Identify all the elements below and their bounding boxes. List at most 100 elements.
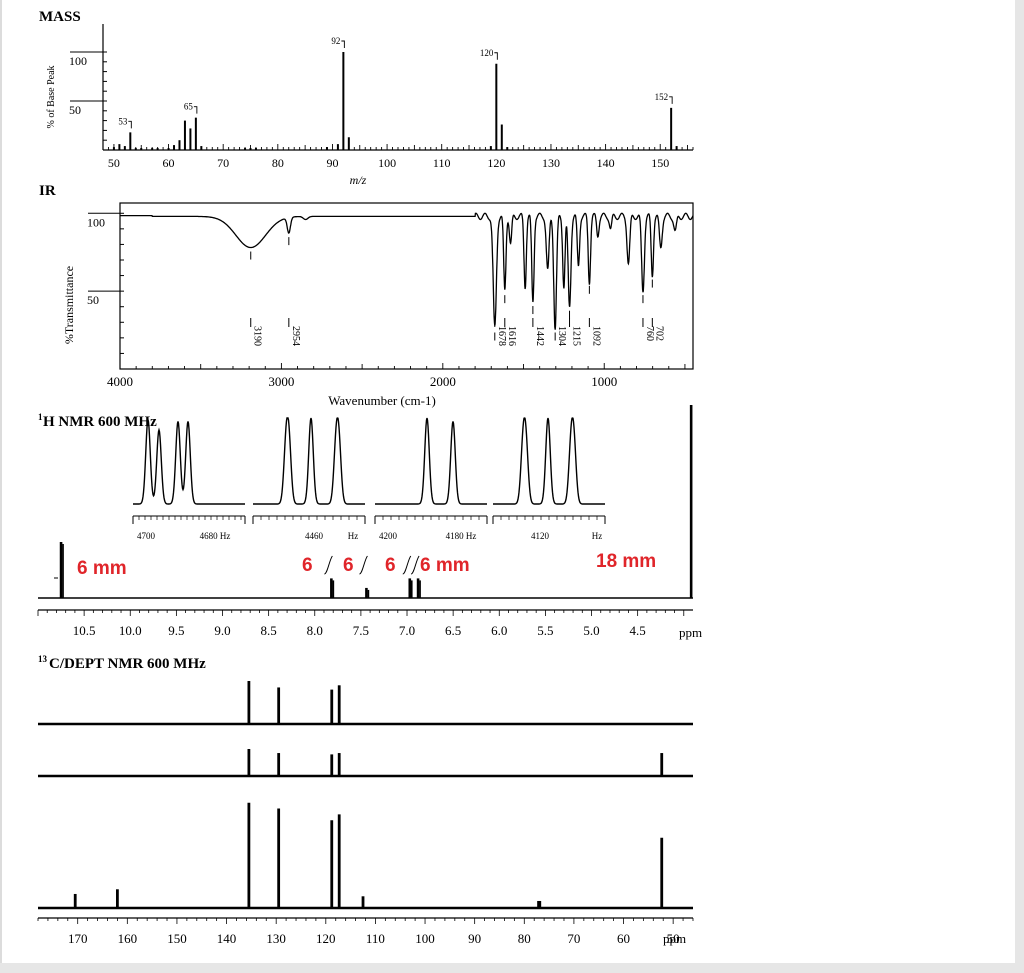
ir-band-label: 1616 <box>506 326 517 346</box>
h-inset-trace <box>133 419 245 505</box>
ir-axes: 100 50 4000 3000 2000 1000 <box>87 202 694 389</box>
h-integral-curve <box>410 555 420 575</box>
c-xtick-label: 130 <box>266 931 286 946</box>
h-xtick-label: 5.0 <box>583 623 599 638</box>
ir-ylabel: %Transmittance <box>62 266 76 344</box>
c-xtick-label: 140 <box>217 931 237 946</box>
c-xtick-label: 90 <box>468 931 481 946</box>
mass-peaks: 53 65 92 120 152 <box>112 36 678 150</box>
mass-peak-label-bracket <box>128 120 132 129</box>
ir-band-label: 702 <box>653 326 664 341</box>
c-nmr-xlabel: ppm <box>663 931 686 946</box>
c-nmr-title-sup: 13 <box>38 654 48 664</box>
ir-band-label: 1092 <box>590 326 601 346</box>
mass-ytick-label: 100 <box>69 54 87 68</box>
h-inset-tick-label: 4700 <box>137 531 156 541</box>
mass-xtick-label: 110 <box>433 156 451 170</box>
page-border-right <box>1015 0 1024 973</box>
h-integral-curve <box>402 555 412 575</box>
ir-title: IR <box>39 183 56 199</box>
h-xtick-label: 5.5 <box>537 623 553 638</box>
h-xtick-label: 7.5 <box>353 623 369 638</box>
h-xtick-label: 6.0 <box>491 623 507 638</box>
ir-band-label: 1215 <box>571 326 582 346</box>
h-xtick-label: 7.0 <box>399 623 415 638</box>
h-integral-curve <box>324 555 333 575</box>
c-nmr-dept135-trace <box>38 749 693 778</box>
mass-peak-label-bracket <box>193 106 198 114</box>
ir-frame <box>119 202 694 370</box>
c-nmr-title: C/DEPT NMR 600 MHz <box>49 656 206 672</box>
mass-xtick-label: 60 <box>163 156 175 170</box>
mass-xtick-label: 80 <box>272 156 284 170</box>
mass-xtick-label: 130 <box>542 156 560 170</box>
ir-band-label: 1442 <box>534 326 545 346</box>
h-inset-tick-label: 4200 <box>379 531 398 541</box>
h-inset-trace <box>253 417 365 505</box>
h-inset-tick-label: Hz <box>348 531 359 541</box>
integral-label-3-92: 18 mm <box>596 551 656 572</box>
ir-xtick-label: 3000 <box>268 374 294 389</box>
h-xtick-label: 8.0 <box>307 623 323 638</box>
ir-xlabel: Wavenumber (cm-1) <box>328 393 436 408</box>
ir-ytick-label: 50 <box>87 293 99 307</box>
h-xtick-label: 9.5 <box>168 623 184 638</box>
h-nmr-spectrum: 1 H NMR 600 MHz 4700 4680 Hz 4460 Hz 4200 418… <box>37 405 702 640</box>
integral-label-6-88: 6 mm <box>420 555 470 576</box>
page-border-left <box>0 0 2 973</box>
ir-band-label: 1678 <box>496 326 507 346</box>
integral-label-10-75: 6 mm <box>77 558 127 579</box>
mass-xtick-label: 70 <box>217 156 229 170</box>
h-inset-tick-label: 4120 <box>531 531 550 541</box>
h-nmr-axis: 10.5 10.0 9.5 9.0 8.5 8.0 7.5 7.0 6.5 6.0 5.5 5.0 4.… <box>37 609 693 638</box>
c-xtick-label: 110 <box>366 931 385 946</box>
mass-ytick-label: 50 <box>69 103 81 117</box>
mass-peak-label-bracket <box>341 40 345 48</box>
mass-axes: 100 50 50 60 70 80 90 100 110 120 130 140 150 <box>69 24 694 170</box>
ir-xtick-label: 2000 <box>430 374 456 389</box>
h-nmr-xlabel: ppm <box>679 625 702 640</box>
c-nmr-broadband-trace <box>38 802 693 910</box>
c-xtick-label: 160 <box>118 931 138 946</box>
integral-label-6-97: 6 <box>385 555 396 576</box>
ir-xtick-label: 4000 <box>107 374 133 389</box>
h-xtick-label: 6.5 <box>445 623 461 638</box>
mass-peak-label: 152 <box>655 92 669 102</box>
c-xtick-label: 80 <box>518 931 531 946</box>
c-nmr-axis: 170 160 150 140 130 120 110 100 90 80 70 60 50 <box>37 917 694 946</box>
h-inset-tick-label: 4460 <box>305 531 324 541</box>
h-inset-tick-label: Hz <box>592 531 603 541</box>
mass-xtick-label: 150 <box>651 156 669 170</box>
mass-xtick-label: 120 <box>487 156 505 170</box>
ir-band-label: 3190 <box>252 326 263 346</box>
h-nmr-insets: 4700 4680 Hz 4460 Hz 4200 4180 Hz 4120 Hz <box>132 417 606 541</box>
mass-xlabel: m/z <box>350 173 367 187</box>
c-xtick-label: 70 <box>567 931 580 946</box>
ir-trace <box>120 212 694 330</box>
h-inset-trace <box>375 417 487 505</box>
h-inset-tick-label: 4180 Hz <box>446 531 477 541</box>
h-inset-tick-label: 4680 Hz <box>200 531 231 541</box>
mass-peak-label: 65 <box>184 102 194 112</box>
h-xtick-label: 9.0 <box>214 623 230 638</box>
h-nmr-title-sup: 1 <box>38 412 43 422</box>
integral-label-7-82: 6 <box>302 555 313 576</box>
c-xtick-label: 100 <box>415 931 435 946</box>
mass-peak-label: 53 <box>118 116 128 126</box>
mass-peak-label: 92 <box>331 36 340 46</box>
page-border-bottom <box>0 963 1024 973</box>
h-xtick-label: 10.0 <box>119 623 142 638</box>
mass-xtick-label: 140 <box>597 156 615 170</box>
integral-label-7-44: 6 <box>343 555 354 576</box>
c-xtick-label: 50 <box>667 931 680 946</box>
h-integral-curve <box>359 555 368 575</box>
mass-peak-label-bracket <box>669 96 673 104</box>
c-xtick-label: 60 <box>617 931 630 946</box>
mass-peak-label-bracket <box>494 52 498 60</box>
h-xtick-label: 10.5 <box>73 623 96 638</box>
ir-band-label: 1304 <box>556 326 567 346</box>
h-nmr-integrals: 6 mm 6 6 6 6 mm 18 mm <box>77 551 656 579</box>
